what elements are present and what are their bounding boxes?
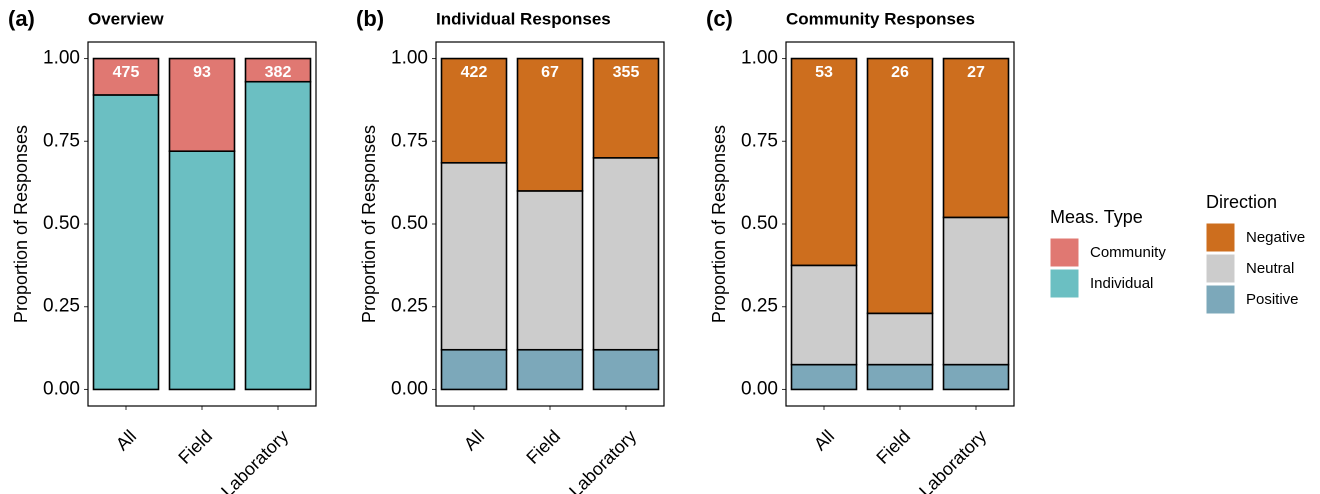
bar-segment	[168, 57, 236, 153]
y-axis-label: Proportion of Responses	[709, 125, 729, 323]
total-label: 27	[967, 64, 985, 81]
bar-segment	[942, 216, 1010, 366]
bar-segment	[516, 348, 584, 391]
panel-label: (c)	[706, 6, 733, 31]
legend-swatch	[1049, 268, 1080, 299]
total-label: 422	[461, 64, 488, 81]
panel-border	[785, 41, 1015, 407]
y-axis-label: Proportion of Responses	[359, 125, 379, 323]
x-tick-label: Field	[174, 426, 216, 468]
y-tick-label: 1.00	[43, 48, 80, 69]
legend-title: Direction	[1206, 192, 1277, 212]
bar-segment	[440, 348, 508, 391]
panel-label: (b)	[356, 6, 384, 31]
total-label: 93	[193, 64, 211, 81]
legend-swatch	[1205, 222, 1236, 253]
total-label: 26	[891, 64, 909, 81]
bar-segment	[866, 57, 934, 315]
y-tick-label: 0.00	[741, 378, 778, 399]
x-tick-label: Laboratory	[915, 426, 990, 494]
y-tick-label: 0.00	[43, 378, 80, 399]
x-tick-label: Laboratory	[565, 426, 640, 494]
y-tick-label: 0.75	[391, 130, 428, 151]
bar-segment	[942, 57, 1010, 219]
panel-label: (a)	[8, 6, 35, 31]
chart-title: Community Responses	[786, 9, 975, 28]
chart-title: Individual Responses	[436, 9, 611, 28]
total-label: 382	[265, 64, 292, 81]
x-tick-label: All	[460, 426, 488, 454]
bar-segment	[790, 57, 858, 267]
legend-swatch	[1205, 253, 1236, 284]
bar-segment	[244, 80, 312, 391]
total-label: 355	[613, 64, 640, 81]
bar-segment	[866, 363, 934, 391]
legend-title: Meas. Type	[1050, 207, 1143, 227]
bar-segment	[516, 190, 584, 351]
legend-label: Neutral	[1246, 260, 1294, 277]
total-label: 475	[113, 64, 140, 81]
y-tick-label: 0.25	[741, 296, 778, 317]
bar-segment	[92, 57, 160, 96]
y-tick-label: 0.75	[43, 130, 80, 151]
bar-segment	[440, 57, 508, 164]
y-axis-label: Proportion of Responses	[11, 125, 31, 323]
y-tick-label: 0.75	[741, 130, 778, 151]
x-tick-label: All	[112, 426, 140, 454]
legend-swatch	[1205, 284, 1236, 315]
bar-segment	[942, 363, 1010, 391]
bar-segment	[592, 348, 660, 391]
bar-segment	[440, 161, 508, 351]
x-tick-label: Field	[872, 426, 914, 468]
legend-label: Negative	[1246, 229, 1305, 246]
total-label: 53	[815, 64, 833, 81]
y-tick-label: 0.50	[391, 213, 428, 234]
legend-label: Positive	[1246, 291, 1299, 308]
legend-swatch	[1049, 237, 1080, 268]
bar-segment	[790, 264, 858, 366]
x-tick-label: Laboratory	[217, 426, 292, 494]
y-tick-label: 1.00	[741, 48, 778, 69]
bar-segment	[866, 312, 934, 366]
panel-border	[435, 41, 665, 407]
bar-segment	[244, 57, 312, 83]
y-tick-label: 0.25	[391, 296, 428, 317]
legend-label: Community	[1090, 244, 1166, 261]
legend-label: Individual	[1090, 275, 1153, 292]
bar-segment	[592, 157, 660, 351]
panel-border	[87, 41, 317, 407]
y-tick-label: 0.00	[391, 378, 428, 399]
y-tick-label: 0.50	[741, 213, 778, 234]
y-tick-label: 0.50	[43, 213, 80, 234]
bar-segment	[592, 57, 660, 159]
bar-segment	[790, 363, 858, 391]
y-tick-label: 0.25	[43, 296, 80, 317]
y-tick-label: 1.00	[391, 48, 428, 69]
x-tick-label: Field	[522, 426, 564, 468]
x-tick-label: All	[810, 426, 838, 454]
bar-segment	[168, 150, 236, 391]
chart-title: Overview	[88, 9, 164, 28]
total-label: 67	[541, 64, 559, 81]
bar-segment	[92, 94, 160, 391]
bar-segment	[516, 57, 584, 192]
